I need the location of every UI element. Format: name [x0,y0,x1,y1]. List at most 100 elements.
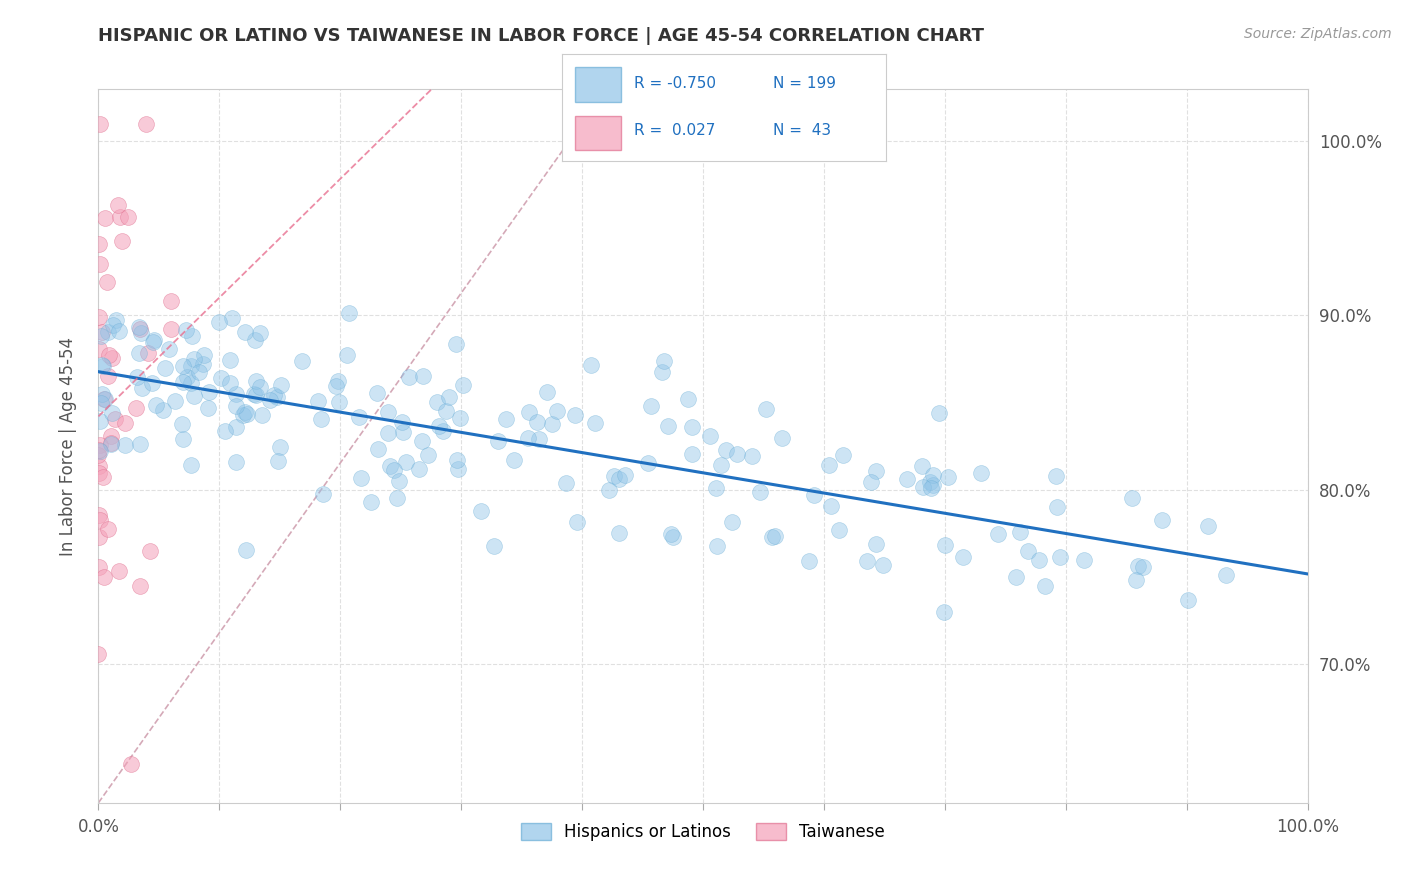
Point [803,488,825,502]
Text: Source: ZipAtlas.com: Source: ZipAtlas.com [1244,27,1392,41]
Point [114,416,136,430]
Point [89,444,111,458]
Point [193,357,215,371]
Point [172,375,194,389]
Point [583,417,606,431]
Point [637,456,659,470]
Point [176,370,198,384]
Point [209,371,232,385]
Point [987,527,1010,541]
Point [104,313,127,327]
Point [936,470,959,484]
Point [970,467,993,481]
Point [232,409,254,423]
Point [432,424,454,438]
Point [503,453,526,467]
Point [380,458,402,473]
Point [451,378,474,392]
Point [1132,560,1154,574]
Point [269,440,291,454]
Point [183,351,205,366]
Point [1197,519,1219,533]
Point [391,425,413,439]
Point [90,358,112,372]
Point [197,384,219,399]
Point [444,337,467,351]
Point [87,560,110,574]
Bar [575,68,620,102]
Point [763,529,786,543]
Point [249,326,271,340]
Point [337,306,360,320]
Point [249,380,271,394]
Point [755,402,778,417]
Point [89,438,111,452]
Point [87,459,110,474]
Bar [575,116,620,150]
Point [89,443,111,458]
Point [517,405,540,419]
Point [1121,491,1143,505]
Point [446,453,468,467]
Point [385,491,408,506]
Point [564,408,586,422]
Point [598,483,620,498]
Point [657,418,679,433]
Point [307,394,329,409]
Point [89,257,111,271]
Point [350,471,373,485]
Point [554,476,576,491]
Point [245,374,267,388]
Point [928,406,950,420]
Point [860,475,883,489]
Point [367,442,389,456]
Point [799,554,821,568]
Point [398,369,420,384]
Point [87,508,110,522]
Point [97,368,120,383]
Point [89,467,111,481]
Point [87,310,110,324]
Point [581,358,603,372]
Point [516,431,538,445]
Point [235,405,257,419]
Point [91,325,114,339]
Point [111,234,134,248]
Point [108,210,131,224]
Point [89,117,111,131]
Point [920,475,942,489]
Point [565,515,588,529]
Point [108,325,131,339]
Point [856,554,879,568]
Point [828,523,851,537]
Point [770,432,793,446]
Point [245,388,267,402]
Point [1028,553,1050,567]
Point [411,434,433,448]
Point [89,414,111,428]
Point [681,447,703,461]
Point [225,419,247,434]
Point [526,415,548,429]
Point [235,542,257,557]
Point [377,405,399,419]
Point [180,376,202,390]
Point [152,403,174,417]
Point [93,570,115,584]
Point [640,399,662,413]
Point [160,321,183,335]
Point [104,411,127,425]
Point [135,117,157,131]
Point [699,429,721,443]
Point [1125,574,1147,588]
Point [136,346,159,360]
Point [832,448,855,462]
Point [328,394,350,409]
Point [721,515,744,529]
Point [96,275,118,289]
Point [347,410,370,425]
Point [725,447,748,461]
Point [87,448,110,462]
Point [1150,512,1173,526]
Point [391,415,413,429]
